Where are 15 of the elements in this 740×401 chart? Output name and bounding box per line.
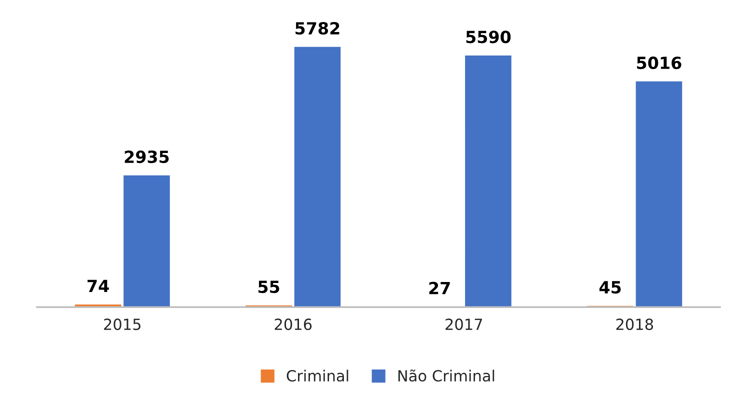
legend-label: Não Criminal — [398, 369, 494, 382]
data-label: 74 — [88, 280, 109, 292]
data-label: 27 — [429, 282, 450, 294]
x-tick-label: 2015 — [104, 318, 140, 330]
data-label: 55 — [258, 280, 280, 294]
bar — [464, 54, 513, 308]
x-tick-label: 2016 — [274, 318, 312, 330]
legend-label: Criminal — [286, 370, 348, 382]
x-tick-label: 2017 — [446, 318, 482, 330]
data-label: 5590 — [466, 30, 511, 44]
data-label: 5782 — [296, 22, 340, 35]
data-label: 2935 — [124, 150, 169, 164]
data-label: 45 — [599, 281, 621, 294]
data-label: 5016 — [637, 56, 682, 70]
x-tick-label: 2018 — [616, 318, 654, 330]
